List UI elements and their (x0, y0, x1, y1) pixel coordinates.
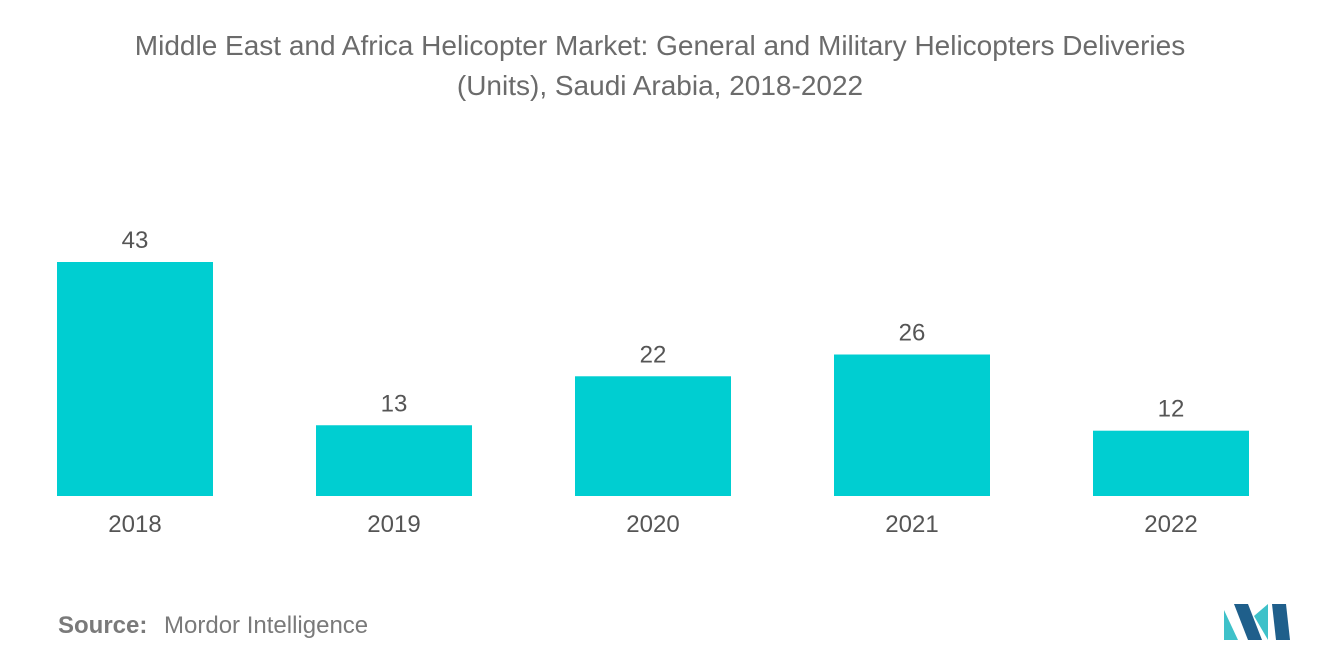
data-label-2018: 43 (122, 227, 149, 254)
mordor-intelligence-logo-icon (1224, 604, 1290, 640)
bar-2021 (834, 354, 990, 496)
source-value: Mordor Intelligence (164, 612, 369, 639)
chart-title-line-2: (Units), Saudi Arabia, 2018-2022 (456, 70, 864, 101)
x-tick-label-2021: 2021 (885, 511, 938, 538)
logo-shape-3 (1254, 604, 1268, 640)
x-tick-label-2019: 2019 (367, 511, 420, 538)
logo-shape-4 (1272, 604, 1290, 640)
logo-shape-2 (1234, 604, 1262, 640)
data-label-2022: 12 (1158, 396, 1185, 423)
chart-title-line-1: Middle East and Africa Helicopter Market… (134, 30, 1186, 61)
source-note: Source: Mordor Intelligence (58, 612, 368, 640)
data-label-2020: 22 (640, 341, 667, 368)
source-label: Source: (58, 612, 148, 639)
data-label-2019: 13 (381, 390, 408, 417)
bar-2022 (1093, 430, 1249, 496)
bar-2019 (316, 425, 472, 496)
bar-2018 (57, 262, 213, 496)
x-tick-label-2022: 2022 (1144, 511, 1197, 538)
data-label-2021: 26 (899, 320, 926, 347)
chart-title: Middle East and Africa Helicopter Market… (20, 26, 1300, 106)
bar-2020 (575, 376, 731, 496)
x-tick-label-2018: 2018 (108, 511, 161, 538)
logo-shape-1 (1224, 610, 1238, 640)
x-tick-label-2020: 2020 (626, 511, 679, 538)
